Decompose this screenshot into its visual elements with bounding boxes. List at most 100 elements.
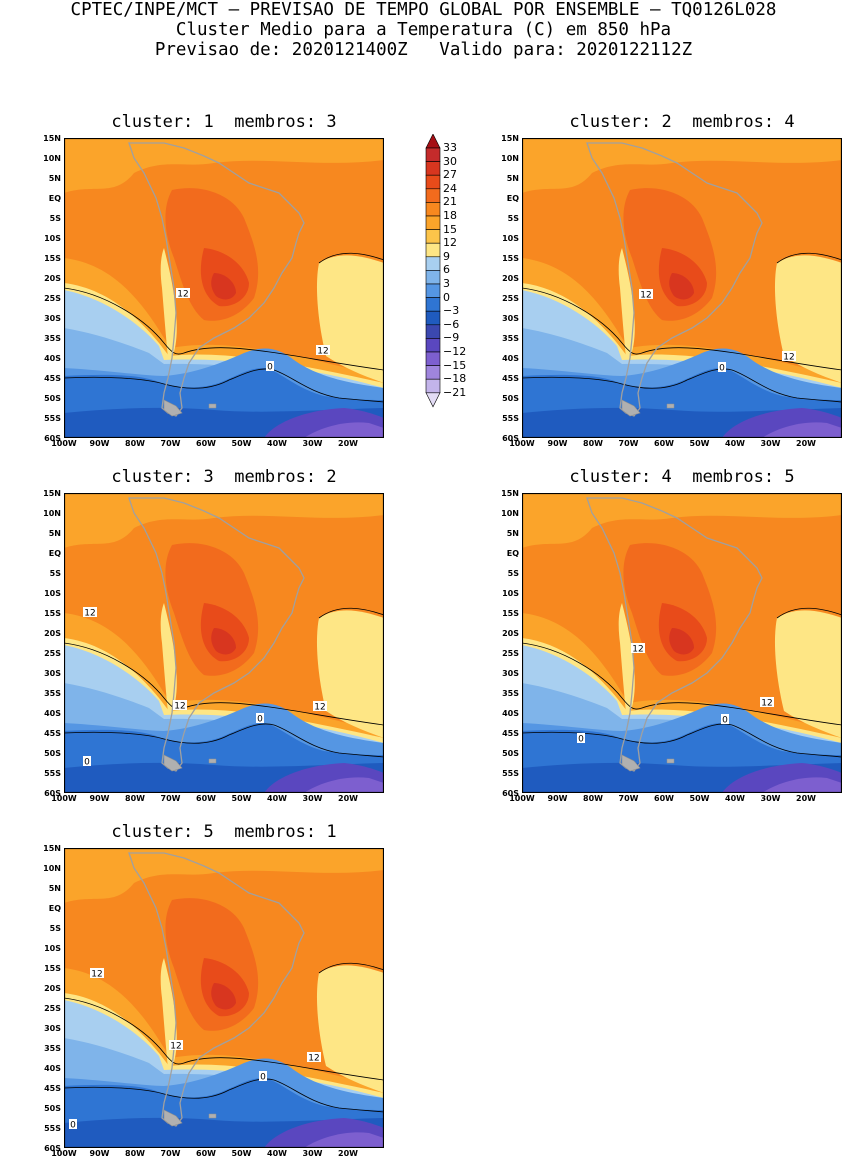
lon-label: 50W [689, 439, 710, 448]
colorbar-box [425, 215, 441, 230]
colorbar-label: 33 [443, 141, 457, 154]
lat-label: 35S [44, 1044, 61, 1053]
lon-label: 30W [302, 439, 323, 448]
lon-label: 30W [302, 794, 323, 803]
lon-label: 90W [547, 439, 568, 448]
lon-label: 50W [231, 1149, 252, 1158]
lat-label: 5S [507, 569, 519, 578]
band-15-18-north [522, 138, 842, 193]
lat-label: 40S [44, 354, 61, 363]
colorbar-box [425, 324, 441, 339]
lat-label: 50S [502, 749, 519, 758]
svg-text:0: 0 [84, 758, 90, 768]
band-neg12-neg9 [304, 422, 384, 438]
falkland-islands [666, 758, 675, 764]
lat-label: 15S [44, 254, 61, 263]
band-27-30 [669, 628, 694, 655]
lat-label: 20S [44, 274, 61, 283]
contour-label: 0 [577, 733, 585, 745]
lat-label: EQ [48, 194, 61, 203]
band-neg12-neg9 [304, 777, 384, 793]
lat-label: 30S [44, 669, 61, 678]
colorbar-label: −18 [443, 372, 467, 386]
colorbar-box [425, 188, 441, 203]
map-frame [64, 138, 384, 438]
contour-label: 0 [69, 1119, 77, 1131]
lon-label: 80W [125, 1149, 145, 1158]
band-27-30 [211, 628, 236, 655]
lat-label: 15N [43, 489, 61, 498]
lat-label: 5N [506, 529, 519, 538]
band-neg12-neg9 [762, 777, 842, 793]
falkland-islands [208, 1113, 217, 1119]
lon-label: 70W [618, 794, 639, 803]
lat-label: 40S [44, 709, 61, 718]
colorbar-box [425, 161, 441, 176]
lon-label: 100W [51, 794, 77, 803]
colorbar-label: −3 [443, 304, 460, 318]
map-panel: 12 12 12 0 0 [64, 848, 384, 1148]
lon-label: 100W [51, 439, 77, 448]
lat-label: 30S [44, 1024, 61, 1033]
header-line-1: CPTEC/INPE/MCT — PREVISAO DE TEMPO GLOBA… [70, 0, 777, 20]
lon-label: 30W [760, 439, 781, 448]
lat-label: 60S [44, 789, 61, 798]
svg-text:12: 12 [91, 970, 102, 980]
panel-title: cluster: 3 membros: 2 [111, 467, 337, 487]
svg-text:12: 12 [308, 1054, 319, 1064]
map-frame [522, 493, 842, 793]
lat-label: 60S [502, 434, 519, 443]
lat-label: 20S [44, 984, 61, 993]
lat-label: 35S [502, 334, 519, 343]
coastline [586, 497, 763, 772]
andes-cool [160, 248, 177, 358]
lat-label: 60S [502, 789, 519, 798]
svg-text:0: 0 [70, 1121, 76, 1131]
lon-label: 60W [196, 1149, 216, 1158]
lat-label: 45S [502, 374, 519, 383]
colorbar-box [425, 256, 441, 271]
lat-label: 15S [44, 609, 61, 618]
contour-12-atlantic [318, 607, 384, 619]
colorbar-label: 15 [443, 222, 457, 236]
lon-label: 40W [267, 794, 287, 803]
svg-text:12: 12 [314, 703, 325, 713]
band-27-30 [211, 273, 236, 300]
colorbar-box [425, 310, 441, 326]
tierra-del-fuego [163, 1109, 183, 1127]
lon-label: 30W [760, 794, 781, 803]
lat-label: 15N [43, 134, 61, 143]
panel-title: cluster: 5 membros: 1 [111, 822, 337, 842]
colorbar-label: −6 [443, 317, 460, 331]
colorbar-box [425, 365, 441, 380]
map-frame [64, 848, 384, 1148]
lat-label: 10S [502, 234, 519, 243]
lat-label: EQ [48, 549, 61, 558]
colorbar-box [425, 147, 441, 162]
colorbar-label: −9 [443, 331, 460, 345]
map-svg: 12 12 0 [64, 138, 384, 438]
contour-12-atlantic [318, 962, 384, 974]
lat-label: 10N [43, 864, 61, 873]
lat-label: 50S [44, 1104, 61, 1113]
lon-label: 60W [654, 439, 674, 448]
contour-12-atlantic [776, 252, 842, 264]
lat-label: 35S [44, 334, 61, 343]
lon-label: 70W [618, 439, 639, 448]
svg-text:12: 12 [177, 290, 188, 300]
panel-title: cluster: 2 membros: 4 [569, 112, 795, 132]
band-9-12-atlantic [316, 255, 384, 383]
lat-label: 15N [501, 134, 519, 143]
svg-text:12: 12 [174, 702, 185, 712]
band-15-18-north [64, 848, 384, 903]
colorbar-label: −15 [443, 358, 467, 372]
svg-text:12: 12 [783, 353, 794, 363]
colorbar-label: 18 [443, 209, 457, 222]
coastline [586, 142, 763, 417]
panel-title: cluster: 1 membros: 3 [111, 112, 337, 132]
lon-label: 100W [509, 794, 535, 803]
contour-label: 12 [83, 607, 97, 619]
lat-label: 5N [48, 529, 61, 538]
map-svg: 12 12 12 0 0 [64, 848, 384, 1148]
lat-label: 15S [44, 964, 61, 973]
